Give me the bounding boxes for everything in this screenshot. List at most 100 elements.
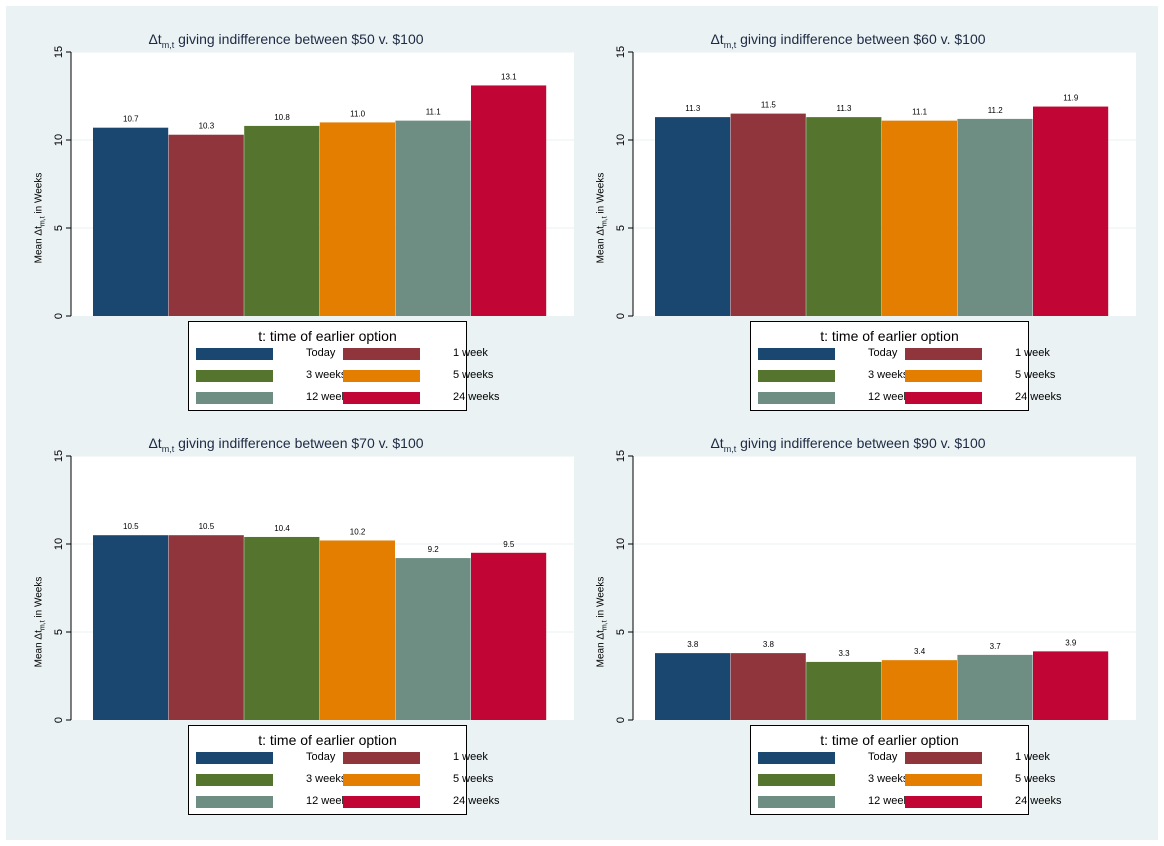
legend-title: t: time of earlier option <box>258 328 397 344</box>
legend-label: 5 weeks <box>1015 773 1056 785</box>
legend-item-12-weeks: 12 weeks <box>196 794 352 810</box>
bar-24-weeks <box>471 552 547 720</box>
legend-item-12-weeks: 12 weeks <box>196 390 352 406</box>
chart-title-subscript: m,t <box>161 443 175 454</box>
legend-swatch <box>758 392 835 404</box>
legend-item-5-weeks: 5 weeks <box>905 368 1055 384</box>
bar-value-label: 10.2 <box>350 527 366 536</box>
chart-title: Δtm,t giving indifference between $60 v.… <box>568 31 1128 50</box>
legend-swatch <box>196 774 273 786</box>
legend-item-3-weeks: 3 weeks <box>196 368 346 384</box>
legend-item-1-week: 1 week <box>905 750 1050 766</box>
legend-swatch <box>758 796 835 808</box>
bar-value-label: 13.1 <box>501 72 517 81</box>
legend-swatch <box>196 348 273 360</box>
bar-chart-svg: 0 5 10 15 11.3 11.5 11.3 11.1 11.2 11.9 <box>615 46 1136 319</box>
legend-item-3-weeks: 3 weeks <box>758 772 908 788</box>
y-tick-label: 5 <box>53 225 65 231</box>
bar-value-label: 10.5 <box>123 522 139 531</box>
bar-12-weeks <box>395 558 471 720</box>
legend-swatch <box>196 392 273 404</box>
legend-item-today: Today <box>758 346 898 362</box>
legend-swatch <box>905 752 982 764</box>
chart-panel-60-vs-100: Δtm,t giving indifference between $60 v.… <box>568 6 1136 411</box>
legend-title: t: time of earlier option <box>820 328 959 344</box>
bar-3-weeks <box>244 536 320 720</box>
legend-title: t: time of earlier option <box>820 732 959 748</box>
y-tick-label: 10 <box>615 134 627 146</box>
bar-value-label: 10.8 <box>274 113 290 122</box>
y-tick-label: 15 <box>615 450 627 462</box>
y-tick-label: 0 <box>615 717 627 723</box>
bar-5-weeks <box>319 122 395 317</box>
bar-24-weeks <box>1033 651 1109 720</box>
legend: t: time of earlier option Today 1 week 3 we… <box>750 725 1061 815</box>
legend-swatch <box>343 774 420 786</box>
legend-item-12-weeks: 12 weeks <box>758 390 914 406</box>
bar-value-label: 11.2 <box>988 106 1004 115</box>
legend-item-1-week: 1 week <box>343 750 488 766</box>
legend-label: 24 weeks <box>1015 795 1062 807</box>
chart-title-suffix: giving indifference between $90 v. $100 <box>736 435 986 451</box>
y-tick-label: 15 <box>53 450 65 462</box>
legend-title: t: time of earlier option <box>258 732 397 748</box>
legend-swatch <box>343 392 420 404</box>
chart-title-suffix: giving indifference between $50 v. $100 <box>174 31 424 47</box>
bar-3-weeks <box>244 125 320 316</box>
bar-value-label: 10.3 <box>199 122 215 131</box>
bar-chart-svg: 0 5 10 15 3.8 3.8 3.3 3.4 3.7 3.9 <box>615 450 1136 723</box>
legend-swatch <box>758 348 835 360</box>
bar-today <box>655 117 731 317</box>
legend-swatch <box>343 796 420 808</box>
legend-swatch <box>758 774 835 786</box>
bar-today <box>93 535 169 720</box>
legend-swatch <box>758 752 835 764</box>
legend-swatch <box>196 370 273 382</box>
y-tick-label: 15 <box>53 46 65 58</box>
legend-label: 1 week <box>453 347 488 359</box>
legend-item-today: Today <box>758 750 898 766</box>
legend-item-3-weeks: 3 weeks <box>196 772 346 788</box>
chart-title-subscript: m,t <box>161 39 175 50</box>
legend-swatch <box>343 752 420 764</box>
legend-item-12-weeks: 12 weeks <box>758 794 914 810</box>
bar-chart-svg: 0 5 10 15 10.5 10.5 10.4 10.2 9.2 9.5 <box>53 450 574 723</box>
legend-label: 1 week <box>1015 751 1050 763</box>
legend-item-1-week: 1 week <box>343 346 488 362</box>
chart-title-suffix: giving indifference between $60 v. $100 <box>736 31 986 47</box>
legend-label: 12 weeks <box>306 391 353 403</box>
legend-label: 3 weeks <box>868 369 909 381</box>
legend-label: 1 week <box>453 751 488 763</box>
legend-swatch <box>905 370 982 382</box>
legend-swatch <box>196 796 273 808</box>
legend-item-1-week: 1 week <box>905 346 1050 362</box>
bar-5-weeks <box>881 120 957 316</box>
legend-item-5-weeks: 5 weeks <box>343 368 493 384</box>
legend-item-24-weeks: 24 weeks <box>905 794 1061 810</box>
legend-swatch <box>905 348 982 360</box>
bar-1-week <box>168 535 244 720</box>
legend-item-5-weeks: 5 weeks <box>343 772 493 788</box>
bar-chart-svg: 0 5 10 15 10.7 10.3 10.8 11.0 11.1 13.1 <box>53 46 574 319</box>
legend-label: 24 weeks <box>1015 391 1062 403</box>
legend-swatch <box>343 370 420 382</box>
legend-swatch <box>343 348 420 360</box>
legend-label: Today <box>306 347 336 359</box>
legend-label: Today <box>868 347 898 359</box>
legend-label: 5 weeks <box>1015 369 1056 381</box>
bar-value-label: 11.5 <box>761 101 777 110</box>
chart-panel-70-vs-100: Δtm,t giving indifference between $70 v.… <box>6 410 574 815</box>
bar-value-label: 9.5 <box>503 540 515 549</box>
legend-label: Today <box>868 751 898 763</box>
legend-label: 3 weeks <box>868 773 909 785</box>
chart-title-suffix: giving indifference between $70 v. $100 <box>174 435 424 451</box>
bar-value-label: 3.8 <box>687 640 699 649</box>
legend-label: 5 weeks <box>453 773 494 785</box>
legend-label: 24 weeks <box>453 795 500 807</box>
y-tick-label: 0 <box>53 313 65 319</box>
bar-today <box>655 653 731 720</box>
bar-value-label: 3.7 <box>990 642 1002 651</box>
legend-label: 1 week <box>1015 347 1050 359</box>
legend-swatch <box>905 796 982 808</box>
legend-item-5-weeks: 5 weeks <box>905 772 1055 788</box>
